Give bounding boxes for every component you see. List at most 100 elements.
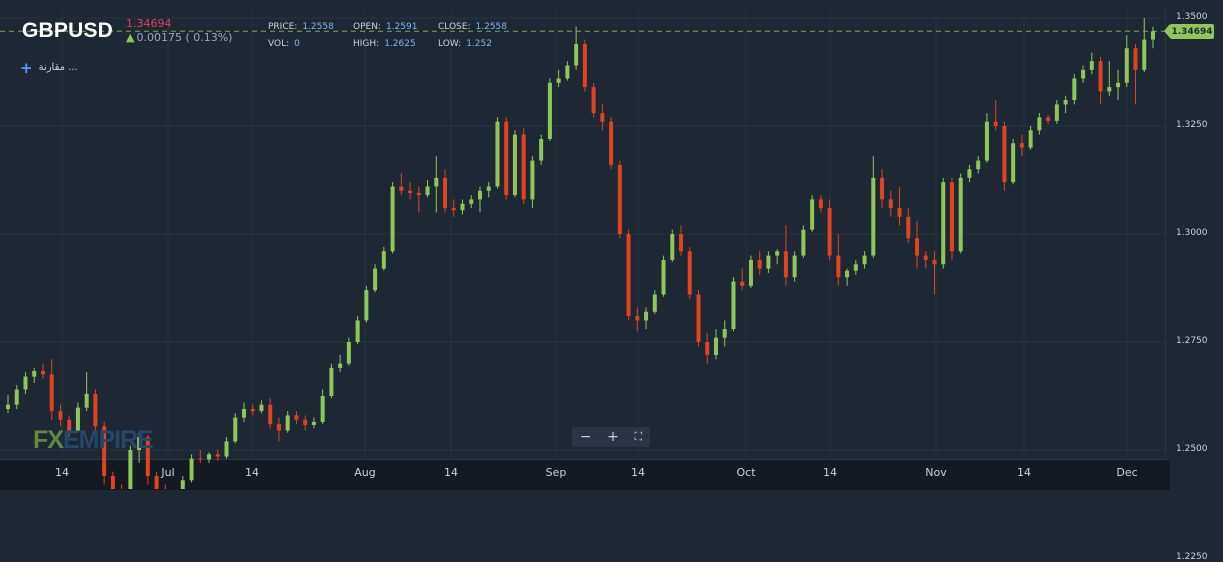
candle-body	[731, 282, 735, 330]
candle-body	[277, 424, 281, 430]
candle-body	[1064, 100, 1068, 104]
candle-body	[915, 238, 919, 255]
candle	[1037, 113, 1041, 135]
candle-body	[382, 251, 386, 268]
candle-body	[932, 260, 936, 264]
candle	[242, 402, 246, 421]
candle-body	[801, 230, 805, 256]
candle	[495, 117, 499, 188]
candle	[662, 256, 666, 297]
candle	[574, 27, 578, 70]
candle-body	[959, 178, 963, 251]
candle	[469, 195, 473, 208]
candle-body	[950, 182, 954, 251]
candle-body	[6, 405, 10, 409]
candle-body	[784, 251, 788, 277]
candle-body	[994, 122, 998, 126]
y-tick-label: 1.2750	[1176, 336, 1208, 346]
candle-body	[364, 290, 368, 320]
candle-body	[259, 405, 263, 411]
open-label: OPEN:	[353, 22, 381, 32]
candle-body	[836, 256, 840, 278]
candle	[1081, 66, 1085, 83]
candle	[845, 269, 849, 286]
candle-body	[530, 161, 534, 200]
candle-body	[924, 256, 928, 260]
ohlc-vol: VOL:0	[268, 39, 300, 49]
candle-body	[198, 459, 202, 460]
candle	[688, 247, 692, 299]
candle	[994, 100, 998, 130]
candle	[889, 191, 893, 217]
candle-body	[1046, 117, 1050, 120]
candle	[967, 165, 971, 182]
candle	[399, 174, 403, 196]
low-label: LOW:	[438, 39, 461, 49]
candle-body	[23, 377, 27, 390]
candle	[259, 400, 263, 413]
x-tick-label: 14	[631, 466, 645, 479]
candle	[705, 333, 709, 363]
candle	[749, 256, 753, 288]
candle-body	[705, 342, 709, 355]
candle	[924, 251, 928, 268]
candle-body	[1134, 48, 1138, 70]
candle	[810, 195, 814, 232]
candle	[373, 264, 377, 292]
candle-body	[854, 264, 858, 270]
candle	[93, 390, 97, 431]
candle-body	[1081, 70, 1085, 79]
close-value: 1.2558	[476, 22, 508, 32]
x-tick-label: 14	[55, 466, 69, 479]
candle	[251, 405, 255, 416]
candle	[793, 251, 797, 281]
candle-body	[941, 182, 945, 264]
candle	[408, 182, 412, 199]
candle	[41, 364, 45, 379]
candle	[312, 418, 316, 429]
compare-button[interactable]: + مقارنة ...	[20, 62, 78, 73]
candle-body	[321, 396, 325, 422]
candle-body	[583, 44, 587, 87]
candle-body	[627, 234, 631, 316]
candle-body	[819, 199, 823, 208]
candle	[1002, 122, 1006, 191]
candle	[32, 368, 36, 383]
ohlc-price: PRICE:1.2558	[268, 22, 334, 32]
candle-body	[749, 260, 753, 286]
high-label: HIGH:	[353, 39, 379, 49]
candle	[6, 395, 10, 414]
candle-body	[688, 251, 692, 294]
zoom-out-button[interactable]: −	[580, 429, 592, 445]
candle	[1029, 126, 1033, 150]
candle	[233, 413, 237, 443]
fullscreen-icon[interactable]: ⛶	[634, 430, 642, 444]
candle-body	[1072, 78, 1076, 100]
candle	[15, 385, 19, 409]
close-label: CLOSE:	[438, 22, 471, 32]
candle-body	[565, 66, 569, 79]
candle	[85, 372, 89, 411]
candle-body	[723, 329, 727, 338]
candle	[443, 169, 447, 212]
candle	[557, 70, 561, 87]
y-tick-label: 1.3250	[1176, 120, 1208, 130]
candle-body	[871, 178, 875, 256]
candle	[898, 186, 902, 225]
candle	[487, 182, 491, 197]
candle	[758, 251, 762, 275]
candle-body	[181, 480, 185, 489]
last-price: 1.34694	[126, 17, 172, 30]
candle	[714, 329, 718, 359]
candle-body	[111, 476, 115, 489]
candle-body	[653, 294, 657, 311]
candle-body	[85, 394, 89, 408]
x-tick-label: 14	[444, 466, 458, 479]
ohlc-open: OPEN:1.2591	[353, 22, 417, 32]
candle	[190, 454, 194, 482]
price-change: ▲0.00175 ( 0.13%)	[126, 31, 232, 44]
candle	[338, 355, 342, 372]
logo-fx: FX	[33, 426, 63, 454]
zoom-in-button[interactable]: +	[607, 429, 619, 445]
candle	[959, 174, 963, 254]
